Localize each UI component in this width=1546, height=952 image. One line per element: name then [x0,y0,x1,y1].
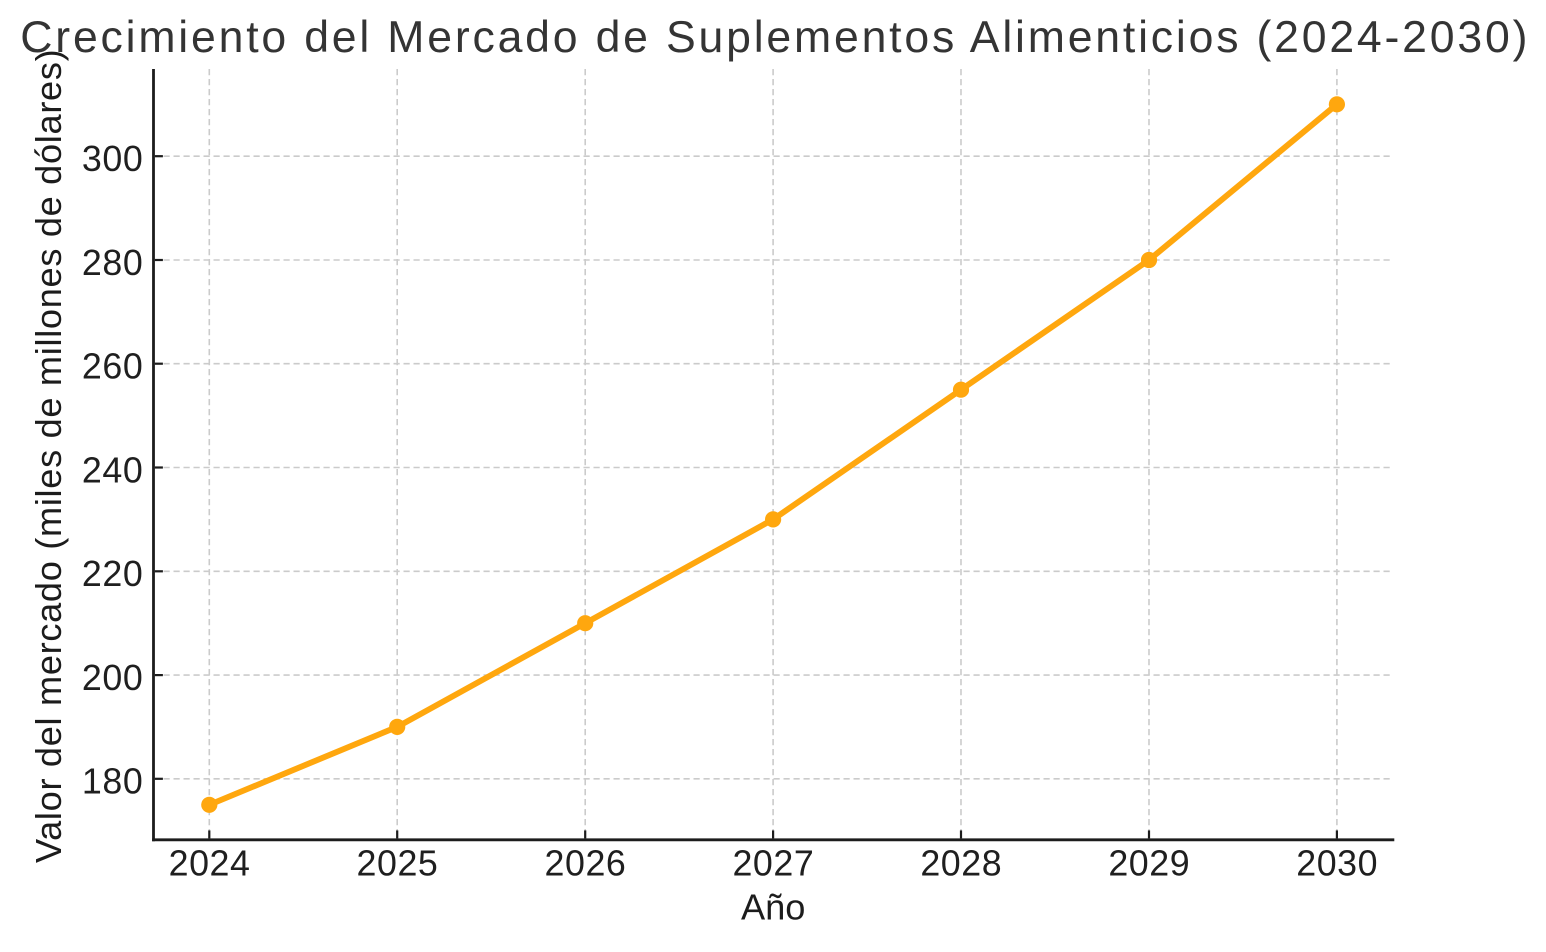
svg-text:240: 240 [82,450,143,490]
svg-text:2024: 2024 [169,843,251,883]
svg-text:Crecimiento del Mercado de Sup: Crecimiento del Mercado de Suplementos A… [20,13,1530,62]
svg-text:280: 280 [82,243,143,283]
svg-text:2029: 2029 [1108,843,1190,883]
svg-text:200: 200 [82,658,143,698]
svg-text:260: 260 [82,347,143,387]
svg-text:2026: 2026 [545,843,627,883]
svg-text:300: 300 [82,139,143,179]
svg-text:180: 180 [82,762,143,802]
svg-text:2028: 2028 [920,843,1002,883]
svg-text:220: 220 [82,554,143,594]
svg-text:2030: 2030 [1296,843,1378,883]
svg-text:Año: Año [741,886,805,927]
svg-text:Valor del mercado (miles de mi: Valor del mercado (miles de millones de … [28,49,69,863]
svg-text:2025: 2025 [357,843,439,883]
svg-text:2027: 2027 [732,843,814,883]
